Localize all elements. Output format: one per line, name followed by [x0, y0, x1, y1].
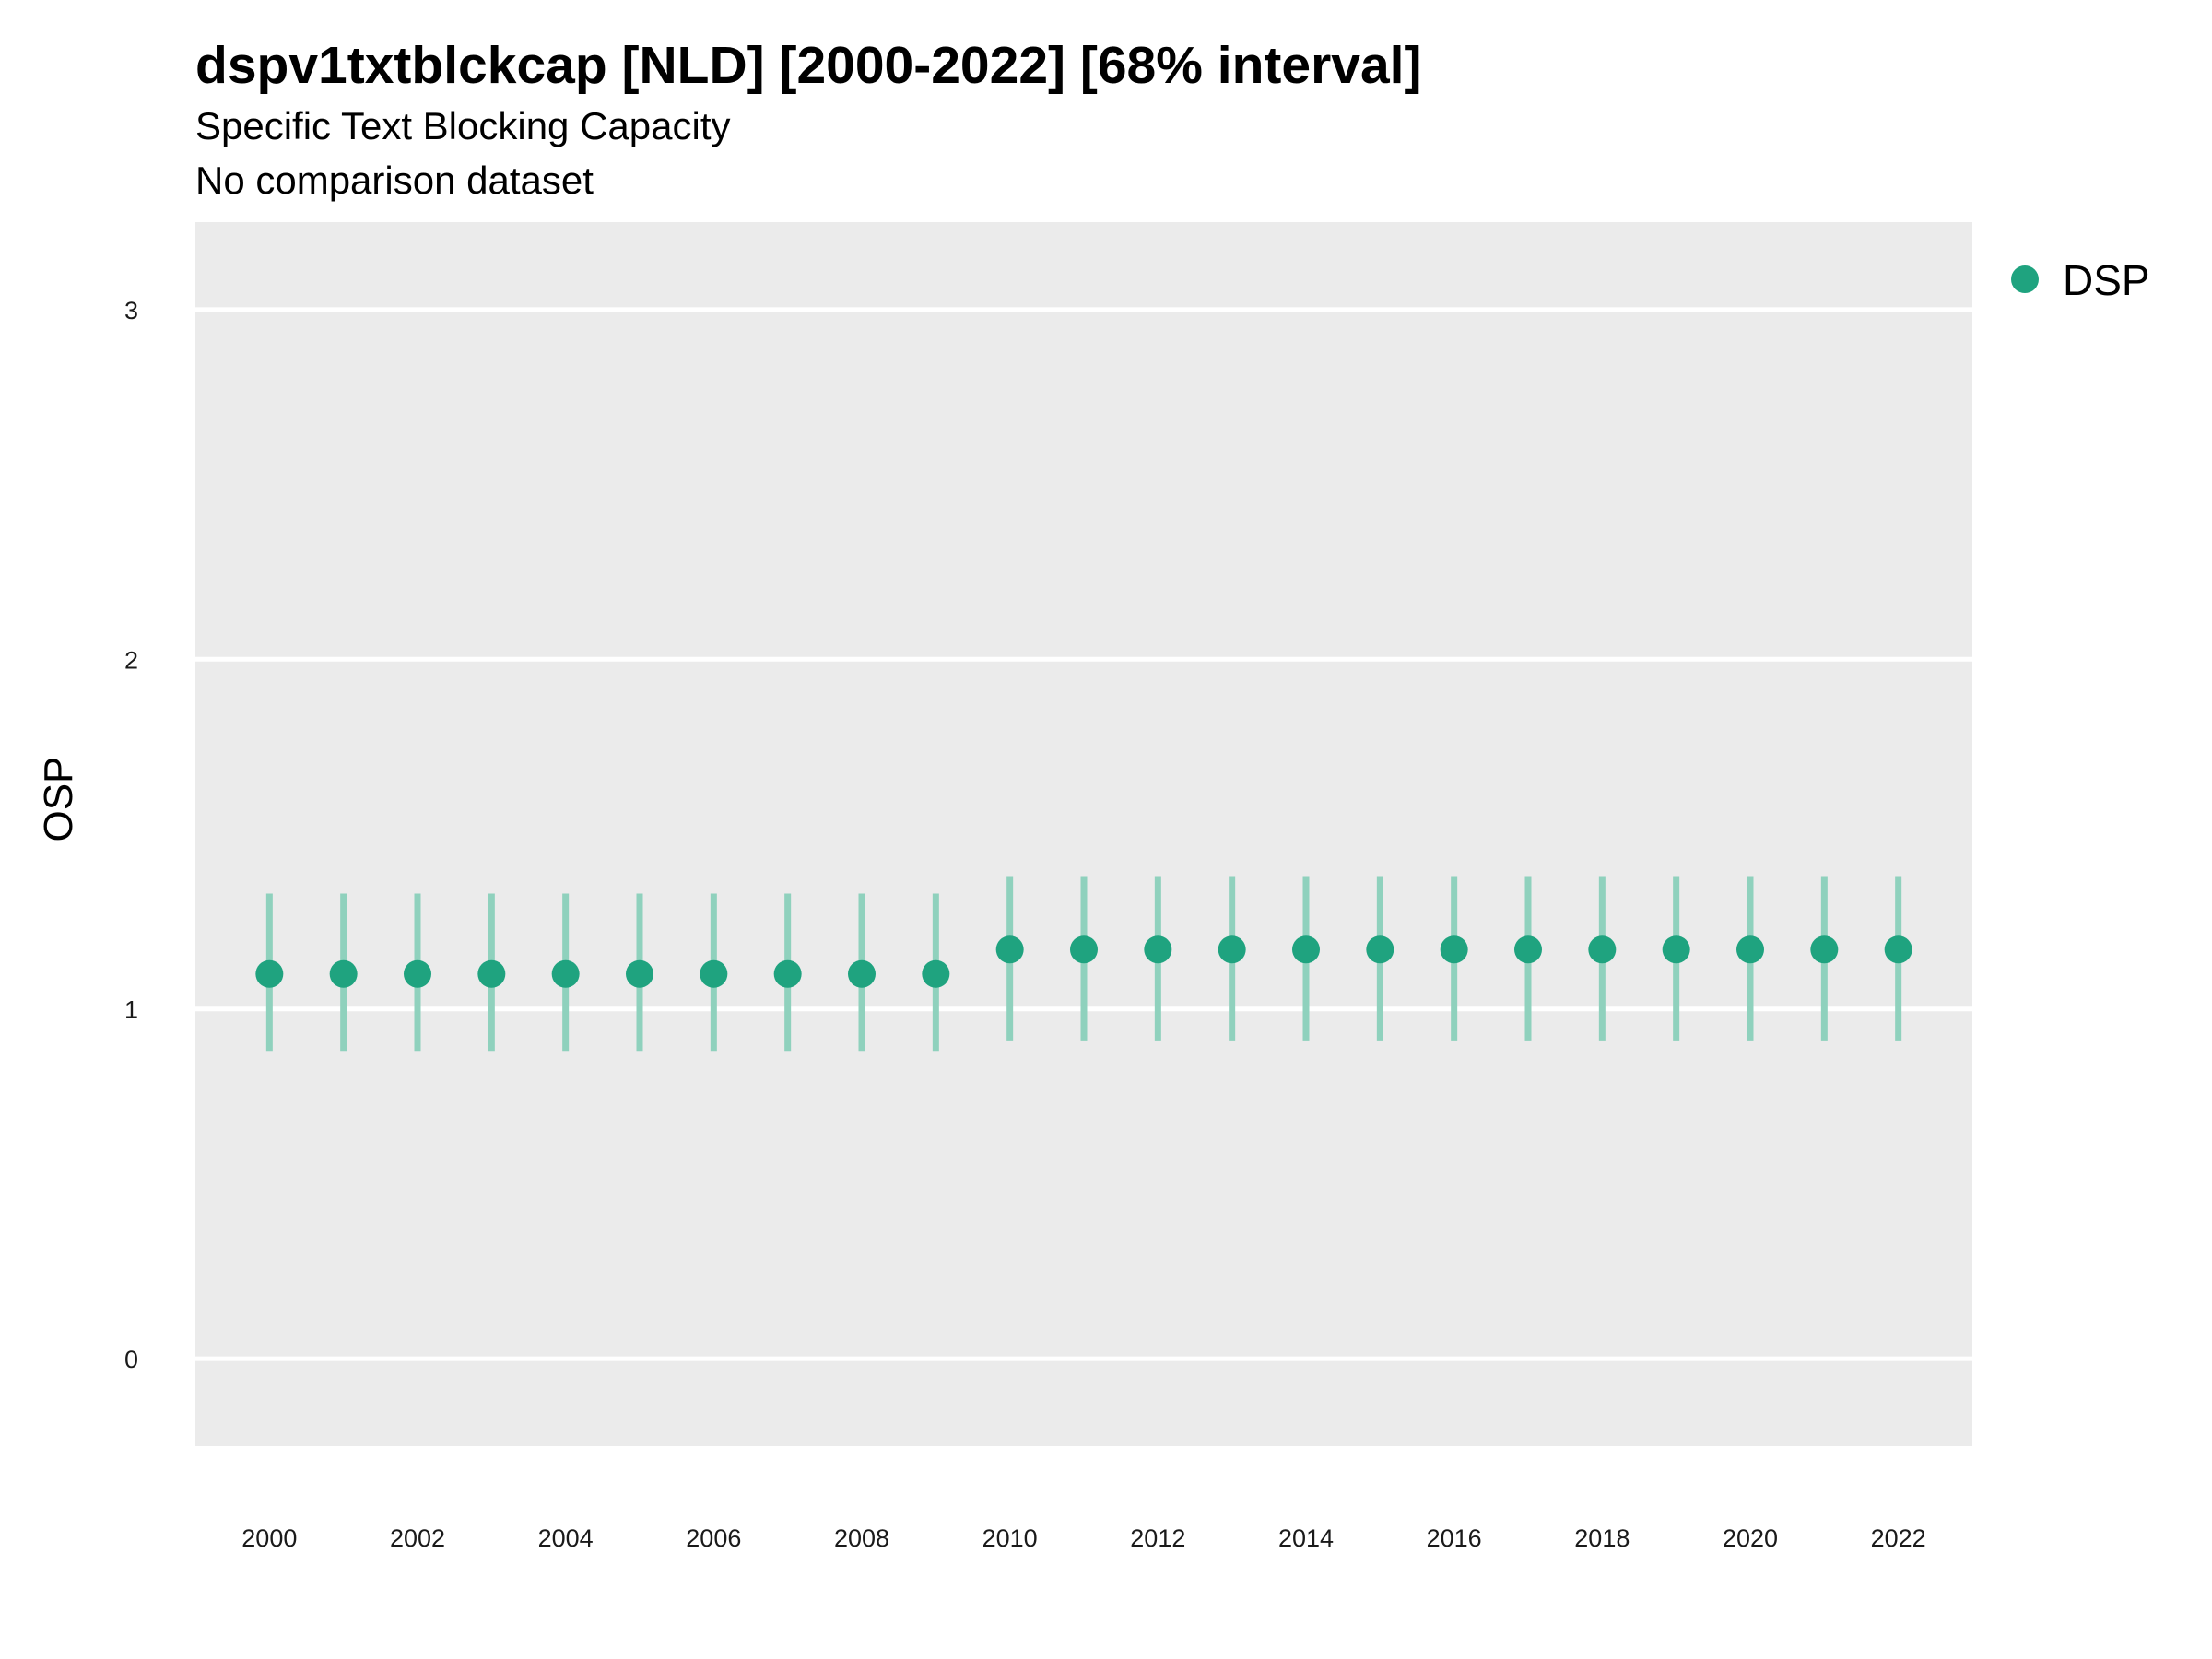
x-tick-2012: 2012 — [1130, 1524, 1185, 1552]
x-tick-2022: 2022 — [1871, 1524, 1926, 1552]
point-2000 — [255, 959, 284, 988]
point-2001 — [329, 959, 358, 988]
x-axis-ticks: 2000 2002 2004 2006 2008 2010 2012 2014 2016 2018… — [241, 1524, 1925, 1552]
point-2013 — [1218, 935, 1246, 964]
point-2002 — [404, 959, 431, 988]
legend-label-dsp: DSP — [2063, 256, 2150, 304]
x-tick-2018: 2018 — [1574, 1524, 1630, 1552]
legend: DSP — [2011, 256, 2150, 304]
point-2010 — [995, 935, 1024, 964]
x-tick-2004: 2004 — [538, 1524, 594, 1552]
point-2014 — [1292, 935, 1320, 964]
chart-title: dspv1txtblckcap [NLD] [2000-2022] [68% i… — [195, 36, 1422, 95]
y-axis-ticks: 0 1 2 3 — [124, 297, 138, 1373]
point-2007 — [773, 959, 802, 988]
point-2016 — [1440, 935, 1468, 964]
plot-panel — [195, 222, 1972, 1446]
y-tick-2: 2 — [124, 646, 138, 674]
point-2015 — [1366, 935, 1394, 964]
y-tick-0: 0 — [124, 1346, 138, 1373]
point-2004 — [551, 959, 580, 988]
data-points — [255, 935, 1912, 988]
point-2022 — [1884, 935, 1912, 964]
point-2019 — [1662, 935, 1690, 964]
x-tick-2008: 2008 — [834, 1524, 889, 1552]
point-2008 — [848, 959, 876, 988]
legend-key-dsp — [2011, 265, 2039, 293]
chart-caption: No comparison dataset — [195, 159, 594, 202]
y-tick-1: 1 — [124, 996, 138, 1024]
x-tick-2000: 2000 — [241, 1524, 297, 1552]
point-2009 — [922, 959, 950, 988]
y-axis-label: OSP — [36, 757, 81, 842]
point-2018 — [1588, 935, 1617, 964]
y-tick-3: 3 — [124, 297, 138, 324]
x-tick-2010: 2010 — [982, 1524, 1038, 1552]
x-tick-2002: 2002 — [390, 1524, 445, 1552]
x-tick-2020: 2020 — [1723, 1524, 1778, 1552]
point-2020 — [1736, 935, 1764, 964]
point-2011 — [1070, 935, 1098, 964]
chart-subtitle: Specific Text Blocking Capacity — [195, 104, 731, 147]
x-tick-2016: 2016 — [1427, 1524, 1482, 1552]
point-2006 — [700, 959, 728, 988]
point-2021 — [1810, 935, 1839, 964]
point-2005 — [626, 959, 653, 988]
point-2017 — [1514, 935, 1542, 964]
point-2012 — [1144, 935, 1172, 964]
x-tick-2006: 2006 — [686, 1524, 741, 1552]
x-tick-2014: 2014 — [1278, 1524, 1334, 1552]
point-2003 — [477, 959, 506, 988]
